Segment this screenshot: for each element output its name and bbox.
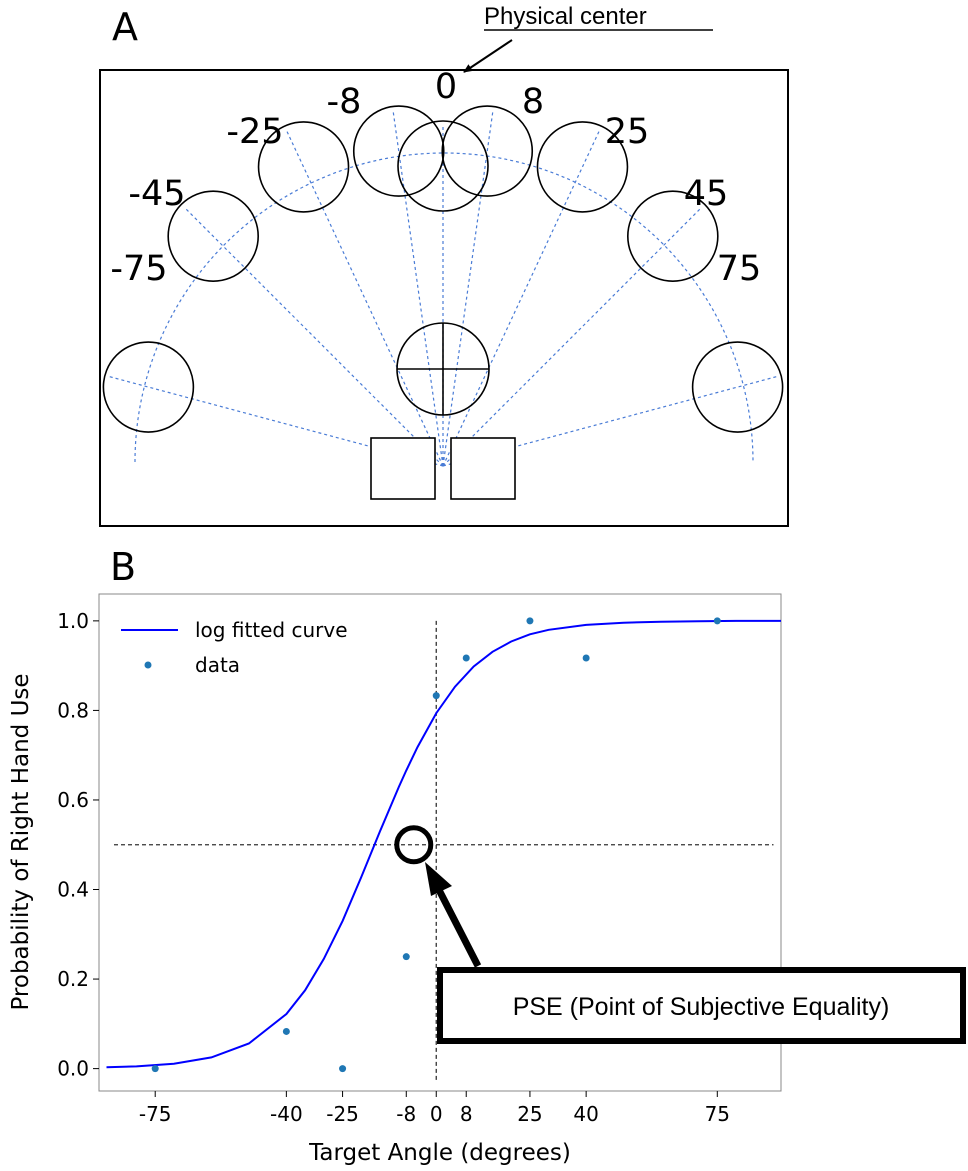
pse-arrow-shaft — [433, 884, 482, 968]
x-tick-label: -40 — [270, 1102, 303, 1126]
arc-guide — [134, 152, 754, 463]
data-point — [402, 953, 410, 961]
y-axis-ticks: 0.0 0.2 0.4 0.6 0.8 1.0 — [57, 609, 99, 1081]
legend: log fitted curve data — [121, 618, 348, 677]
x-tick-label: -75 — [139, 1102, 172, 1126]
angle-labels: -75 -45 -25 -8 0 8 25 45 75 — [110, 67, 761, 289]
right-hand-button — [450, 437, 516, 500]
data-point — [462, 654, 470, 662]
data-point — [713, 617, 721, 625]
guide-line — [442, 207, 702, 467]
x-tick-label: -25 — [326, 1102, 359, 1126]
data-point — [432, 692, 440, 700]
x-tick-label: -8 — [396, 1102, 416, 1126]
target-circle — [441, 105, 534, 197]
y-tick-label: 1.0 — [57, 609, 89, 633]
angle-label: -25 — [226, 112, 283, 152]
data-point — [282, 1027, 290, 1035]
angle-label: 0 — [435, 67, 457, 107]
angle-label: 25 — [605, 112, 650, 152]
data-point — [582, 654, 590, 662]
pse-annotation: PSE (Point of Subjective Equality) — [394, 825, 966, 1044]
reference-lines — [113, 620, 774, 1083]
target-circle — [536, 121, 629, 213]
x-axis-title: Target Angle (degrees) — [308, 1140, 571, 1166]
x-tick-label: 0 — [430, 1102, 443, 1126]
panel-a-letter: A — [112, 5, 138, 49]
x-tick-label: 25 — [517, 1102, 542, 1126]
angle-label: -75 — [110, 249, 167, 289]
pse-label-box — [437, 967, 966, 1044]
guide-line — [442, 130, 600, 467]
panel-b-chart: B -75 -40 -25 -8 0 8 25 40 75 0.0 0.2 0.4 0.6 0.8 1.0… — [8, 545, 966, 1166]
x-tick-label: 8 — [460, 1102, 473, 1126]
legend-point-swatch — [144, 661, 152, 669]
target-circle — [257, 121, 350, 213]
fitted-curve-line — [106, 619, 781, 1069]
target-circle — [102, 341, 195, 433]
pse-label-text: PSE (Point of Subjective Equality) — [513, 993, 890, 1021]
angle-label: 45 — [684, 174, 729, 214]
angle-label: 8 — [522, 82, 544, 122]
guide-line — [392, 111, 444, 467]
data-points-layer — [151, 617, 721, 1073]
physical-center-arrow — [463, 39, 513, 73]
legend-label-data: data — [195, 653, 240, 677]
y-tick-label: 0.8 — [57, 698, 89, 722]
physical-center-label: Physical center — [484, 3, 647, 30]
target-circle — [167, 190, 259, 282]
target-circles — [102, 105, 784, 433]
guide-line — [184, 207, 444, 467]
y-tick-label: 0.6 — [57, 788, 89, 812]
data-point — [151, 1065, 159, 1073]
target-circle — [627, 190, 719, 282]
guide-line — [442, 111, 494, 467]
y-tick-label: 0.0 — [57, 1057, 89, 1081]
pse-arrow-head — [425, 862, 452, 896]
left-hand-button — [370, 437, 436, 500]
target-circle — [352, 105, 445, 197]
panel-a-setup-diagram: A Physical center -75 -45 -25 -8 0 8 25 45 75 — [99, 3, 789, 527]
angle-label: -8 — [327, 82, 362, 122]
target-circle — [397, 120, 489, 212]
x-tick-label: 40 — [573, 1102, 598, 1126]
pse-marker-circle — [394, 825, 434, 865]
target-circle — [691, 341, 784, 433]
y-tick-label: 0.2 — [57, 967, 89, 991]
y-axis-title: Probability of Right Hand Use — [8, 673, 34, 1010]
fitted-curve-layer — [106, 619, 781, 1069]
x-axis-ticks: -75 -40 -25 -8 0 8 25 40 75 — [139, 1091, 730, 1126]
angle-label: 75 — [717, 249, 762, 289]
data-point — [339, 1065, 347, 1073]
x-tick-label: 75 — [705, 1102, 730, 1126]
panel-a-frame — [99, 69, 789, 527]
panel-b-letter: B — [110, 545, 136, 589]
guide-line — [286, 130, 444, 467]
angle-label: -45 — [128, 174, 185, 214]
data-point — [526, 617, 534, 625]
legend-label-curve: log fitted curve — [195, 618, 348, 642]
y-tick-label: 0.4 — [57, 878, 89, 902]
